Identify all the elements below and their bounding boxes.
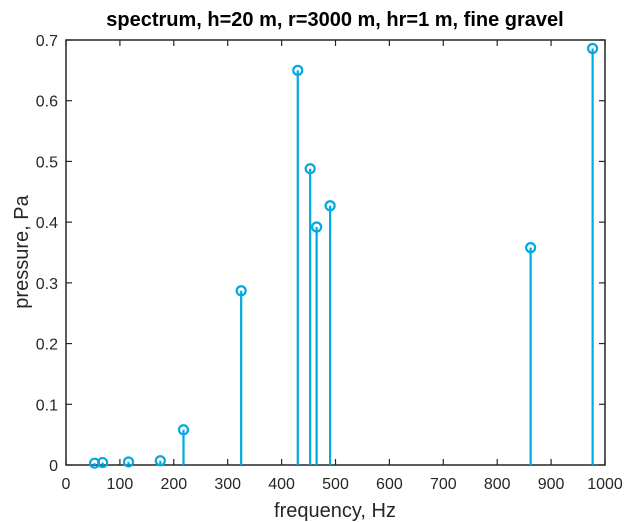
stem-marker — [311, 221, 323, 233]
y-tick-label: 0.7 — [36, 33, 58, 50]
x-tick-label: 100 — [107, 476, 134, 493]
stem-marker — [235, 285, 247, 297]
y-tick-label: 0.5 — [36, 154, 58, 171]
stem-marker — [177, 424, 190, 436]
x-tick-label: 300 — [214, 476, 241, 493]
stem-marker — [97, 456, 109, 469]
y-tick-label: 0.3 — [36, 276, 58, 293]
stem-marker — [122, 456, 135, 468]
stem-marker — [154, 455, 166, 467]
y-tick-label: 0.6 — [36, 94, 58, 111]
x-tick-label: 1000 — [587, 476, 623, 493]
stem-marker — [324, 200, 336, 212]
stem-marker — [525, 242, 537, 254]
x-tick-label: 600 — [376, 476, 403, 493]
y-tick-label: 0.1 — [36, 397, 58, 414]
y-tick-label: 0 — [49, 458, 58, 475]
x-tick-label: 200 — [160, 476, 187, 493]
x-tick-label: 500 — [322, 476, 349, 493]
plot-area: 0 100 200 300 400 500 600 700 800 900 1000 0 0.1 0.2 0… — [36, 33, 623, 493]
stem-marker — [587, 42, 599, 55]
y-axis-label: pressure, Pa — [11, 194, 33, 308]
chart-title: spectrum, h=20 m, r=3000 m, hr=1 m, fine… — [106, 9, 563, 31]
x-tick-label: 700 — [430, 476, 457, 493]
x-tick-label: 900 — [538, 476, 565, 493]
y-tick-label: 0.2 — [36, 337, 58, 354]
stem-marker — [304, 163, 316, 175]
x-tick-label: 800 — [484, 476, 511, 493]
x-tick-label: 400 — [268, 476, 295, 493]
stem-marker — [292, 64, 304, 76]
x-tick-label: 0 — [62, 476, 71, 493]
x-axis-label: frequency, Hz — [274, 500, 396, 522]
y-tick-label: 0.4 — [36, 215, 58, 232]
